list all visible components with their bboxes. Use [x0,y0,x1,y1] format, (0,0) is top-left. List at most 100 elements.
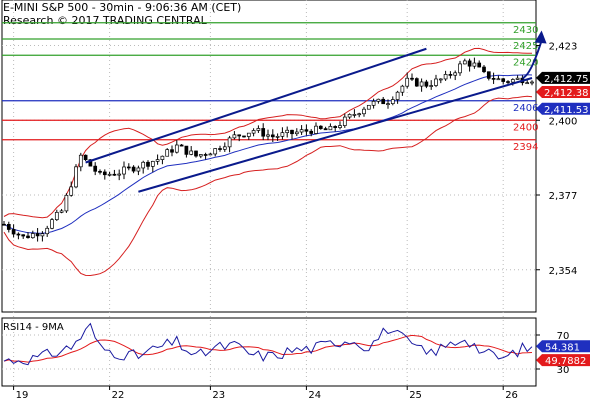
candle-body [414,78,419,87]
candle-body [21,234,26,237]
candle-body [88,159,93,167]
candle-body [50,219,54,229]
date-tick-label: 22 [112,390,125,400]
candle-body [222,146,227,150]
candle-body [328,126,333,131]
candlesticks [2,57,534,242]
horizontal-levels: 2430 2425 2420 2406 2400 2394 [2,22,538,153]
date-tick-label: 26 [505,390,518,400]
projection-arrow-shaft [521,40,543,79]
candle-body [26,235,30,239]
candle-body [74,166,78,188]
candle-body [160,155,165,160]
rsi-frame [1,317,537,387]
price-axis: 2,423 2,400 2,377 2,354 [536,42,577,277]
candle-body [102,171,107,176]
candle-body [256,128,261,131]
candle-body [299,129,304,133]
date-tick-label: 19 [16,390,29,400]
level-label: 2425 [513,41,538,52]
date-tick-label: 25 [409,390,422,400]
price-tick-label: 2,423 [549,42,578,53]
candle-body [275,135,280,138]
price-frame [1,0,537,313]
candle-body [467,60,472,67]
candle-body [486,71,491,79]
level-label: 2394 [513,142,538,153]
trend-channel [85,30,547,193]
candle-body [472,62,477,67]
candle-body [184,145,189,155]
candle-body [246,132,251,137]
candle-body [54,211,59,221]
candle-body [506,81,510,83]
candle-body [141,161,146,169]
candle-body [357,113,362,116]
candle-body [438,78,443,81]
candle-body [342,116,347,126]
candle-body [530,81,534,84]
candle-body [424,81,429,87]
candle-body [179,144,184,147]
level-label: 2420 [513,57,538,68]
date-tick-label: 23 [212,390,225,400]
candle-body [333,126,338,128]
candle-body [93,165,98,172]
candle-body [122,166,126,175]
candle-body [270,134,275,138]
price-tag-label: 2,412.38 [544,88,589,99]
candle-body [482,66,486,73]
price-tag-bg [536,86,590,99]
candle-body [251,130,256,134]
candle-body [11,229,16,235]
price-tag-bg [536,71,590,84]
candle-body [448,74,453,76]
candle-body [386,103,390,106]
bollinger-lower [3,95,533,277]
candle-body [309,130,314,134]
candle-body [40,233,45,237]
candle-body [232,134,237,139]
candle-body [400,85,405,93]
candle-body [290,129,294,135]
candle-body [261,128,266,137]
bollinger-bands [3,47,533,277]
candle-body [170,149,174,153]
rsi-tick-label: 70 [557,331,570,342]
candle-body [491,78,496,80]
candle-body [347,114,352,118]
candle-body [155,159,160,162]
price-tag-label: 2,411.53 [544,105,589,116]
candle-body [237,134,242,137]
candle-body [376,98,381,102]
candle-body [525,82,530,85]
candle-body [285,129,290,133]
candle-body [174,144,179,153]
candle-body [131,166,136,172]
rsi-line [3,322,533,366]
candle-body [227,137,232,148]
price-tag-label: 2,412.75 [544,74,589,85]
candle-body [429,85,434,87]
rsi-tick-label: 30 [557,365,570,376]
price-tick-label: 2,377 [549,191,578,202]
price-grid [1,0,537,387]
candle-body [146,161,150,167]
candle-body [112,173,117,176]
rsi-label: RSI14 - 9MA [3,322,64,333]
rsi-tag-label: 49.7882 [545,356,586,367]
bollinger-upper [3,47,533,219]
price-tick-label: 2,354 [549,266,578,277]
candle-body [242,135,246,138]
candle-body [126,166,131,169]
candle-body [390,99,395,105]
candle-body [218,148,222,150]
level-label: 2406 [513,103,538,114]
candle-body [458,63,462,74]
candle-body [462,60,467,65]
candle-body [78,154,83,168]
candle-body [198,154,203,157]
candle-body [280,132,285,137]
candle-body [362,108,366,115]
channel-upper-line [85,47,427,164]
